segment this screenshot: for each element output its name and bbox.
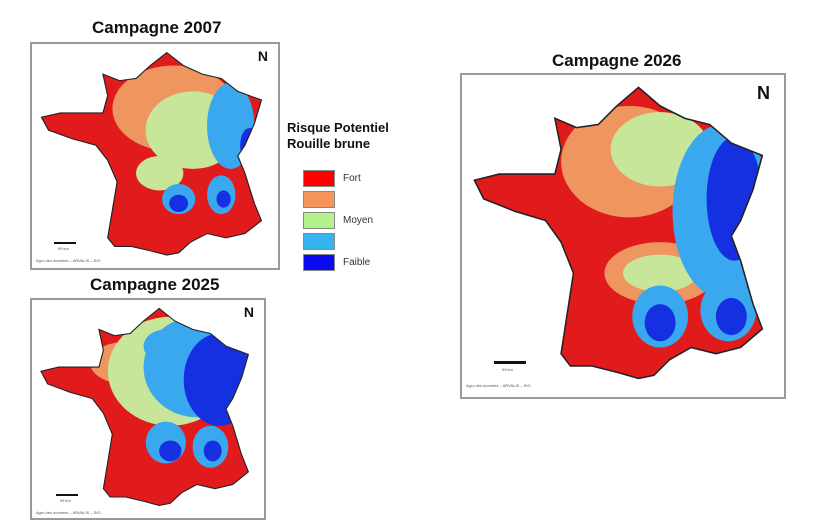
scale-label: 99 km: [60, 498, 71, 503]
legend-swatch: [303, 212, 335, 229]
legend-item-faible: Faible: [303, 252, 389, 273]
north-arrow-icon: N: [243, 304, 254, 320]
legend-label: Moyen: [343, 215, 374, 226]
map-2025: N 99 km Agro des données – ARVALIS – SIG: [30, 298, 266, 520]
map-2026: N 99 km Agro des données – ARVALIS – SIG: [460, 73, 786, 399]
legend-item-fort: Fort: [303, 168, 389, 189]
france-map-2026: [472, 85, 764, 380]
legend-swatch: [303, 254, 335, 271]
scale-label: 99 km: [502, 367, 513, 372]
map-credit: Agro des données – ARVALIS – SIG: [36, 258, 101, 263]
legend-label: Faible: [343, 257, 371, 268]
map-title-2007: Campagne 2007: [92, 18, 222, 37]
legend-swatch: [303, 233, 335, 250]
legend-swatch: [303, 170, 335, 187]
map-credit: Agro des données – ARVALIS – SIG: [36, 510, 101, 515]
map-title-2025: Campagne 2025: [90, 275, 220, 294]
map-2007: N 99 km Agro des données – ARVALIS – SIG: [30, 42, 280, 270]
scale-bar: [56, 494, 78, 496]
legend: Risque Potentiel Rouille brune Fort Moye…: [287, 120, 389, 273]
legend-item-orange: [303, 189, 389, 210]
legend-swatch: [303, 191, 335, 208]
france-map-2025: [39, 307, 250, 507]
legend-label: Fort: [343, 173, 361, 184]
map-title-2026: Campagne 2026: [552, 51, 682, 70]
north-arrow-icon: N: [257, 48, 268, 64]
france-map-2007: [40, 51, 263, 257]
legend-item-lightblue: [303, 231, 389, 252]
legend-title-line1: Risque Potentiel: [287, 120, 389, 135]
scale-label: 99 km: [58, 246, 69, 251]
scale-bar: [494, 361, 526, 364]
map-credit: Agro des données – ARVALIS – SIG: [466, 383, 531, 388]
legend-title-line2: Rouille brune: [287, 136, 371, 151]
legend-item-moyen: Moyen: [303, 210, 389, 231]
north-arrow-icon: N: [757, 83, 770, 103]
scale-bar: [54, 242, 76, 244]
